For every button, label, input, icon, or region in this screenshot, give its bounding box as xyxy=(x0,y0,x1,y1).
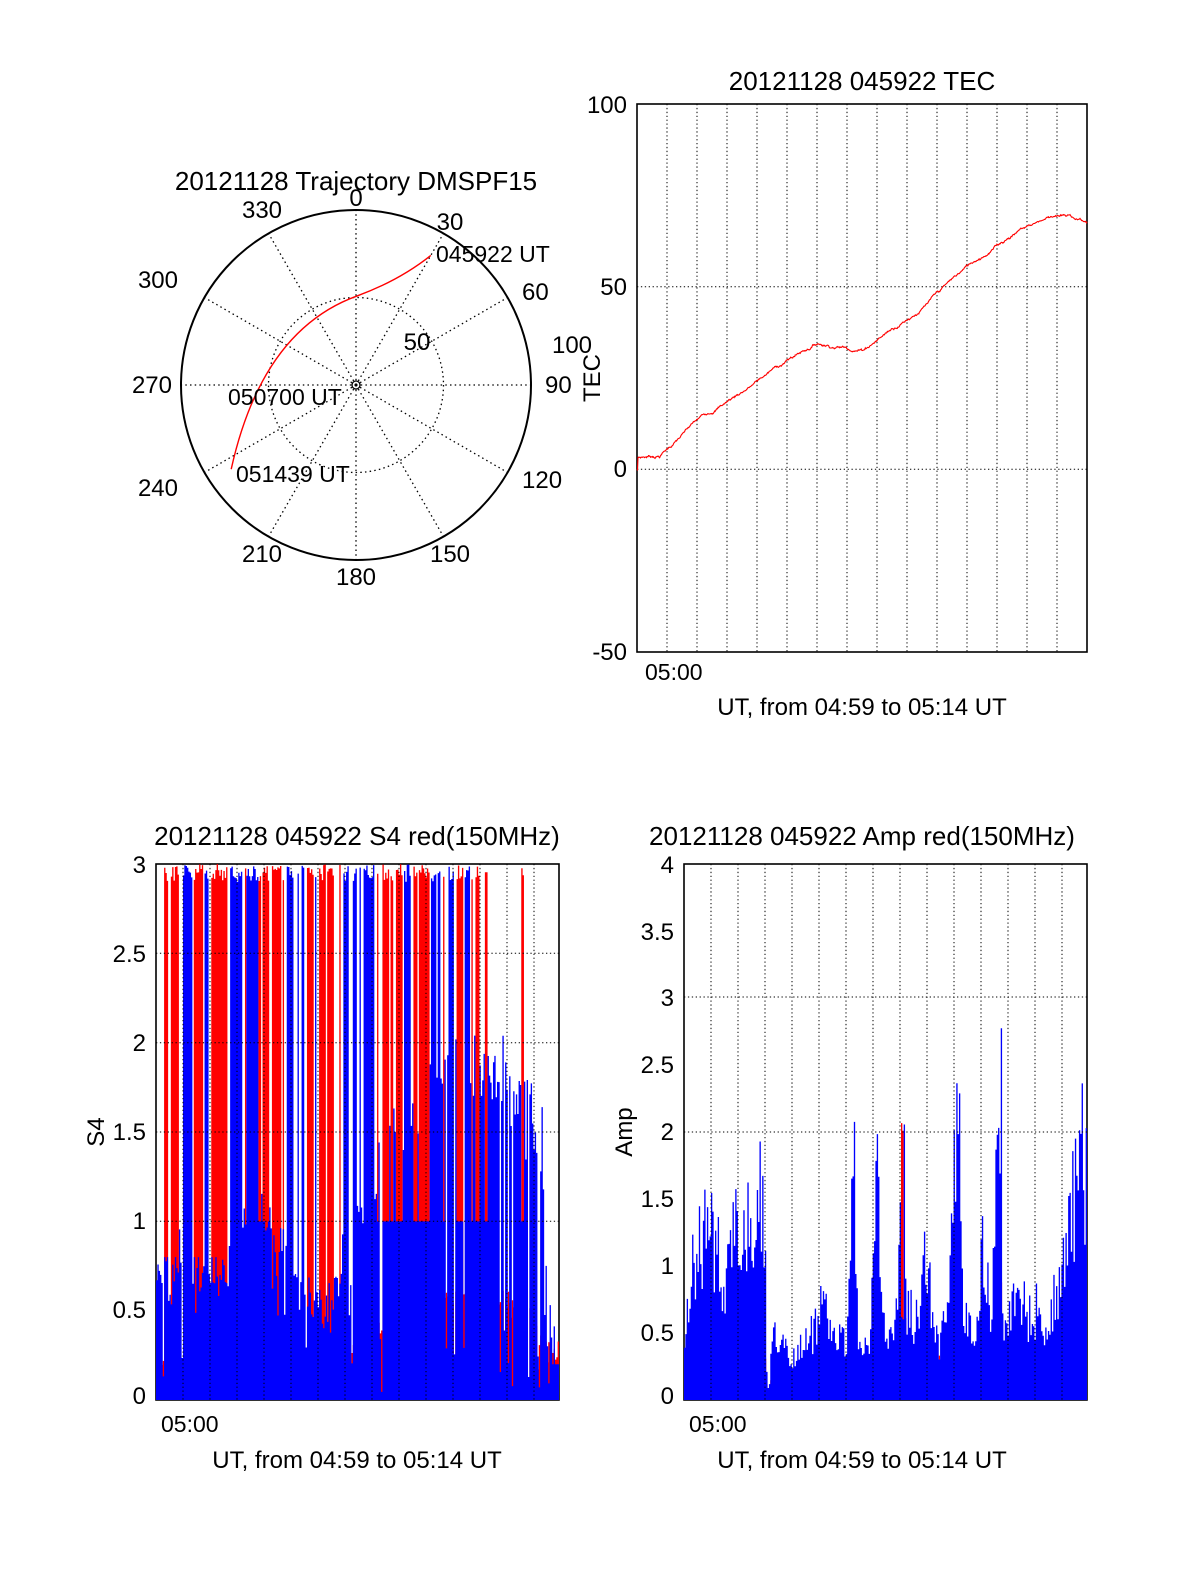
svg-text:60: 60 xyxy=(522,279,549,306)
svg-text:2.5: 2.5 xyxy=(641,1052,674,1079)
svg-text:0: 0 xyxy=(349,185,362,212)
svg-text:S4: S4 xyxy=(83,1117,110,1146)
svg-text:20121128 045922 TEC: 20121128 045922 TEC xyxy=(729,66,996,96)
svg-text:-50: -50 xyxy=(592,639,627,666)
svg-text:3: 3 xyxy=(661,985,674,1012)
svg-text:1.5: 1.5 xyxy=(113,1119,146,1146)
svg-text:1: 1 xyxy=(133,1208,146,1235)
svg-text:UT, from 04:59 to 05:14 UT: UT, from 04:59 to 05:14 UT xyxy=(212,1447,502,1474)
svg-text:0: 0 xyxy=(661,1383,674,1410)
svg-text:045922 UT: 045922 UT xyxy=(436,241,550,267)
svg-text:UT, from 04:59 to 05:14 UT: UT, from 04:59 to 05:14 UT xyxy=(717,1447,1007,1474)
svg-text:330: 330 xyxy=(242,197,282,224)
svg-text:2: 2 xyxy=(661,1119,674,1146)
svg-text:150: 150 xyxy=(430,541,470,568)
svg-text:180: 180 xyxy=(336,564,376,591)
svg-text:TEC: TEC xyxy=(579,354,606,402)
svg-text:UT, from 04:59 to 05:14 UT: UT, from 04:59 to 05:14 UT xyxy=(717,694,1007,721)
svg-text:210: 210 xyxy=(242,541,282,568)
svg-text:3: 3 xyxy=(133,852,146,879)
svg-text:0: 0 xyxy=(614,456,627,483)
svg-text:05:00: 05:00 xyxy=(689,1411,747,1437)
svg-text:300: 300 xyxy=(138,267,178,294)
svg-text:2: 2 xyxy=(133,1030,146,1057)
svg-text:0.5: 0.5 xyxy=(113,1297,146,1324)
svg-text:20121128 045922 Amp red(150MHz: 20121128 045922 Amp red(150MHz) xyxy=(649,821,1075,851)
svg-text:50: 50 xyxy=(404,329,431,356)
svg-text:0: 0 xyxy=(133,1383,146,1410)
svg-text:90: 90 xyxy=(545,372,572,399)
svg-text:50: 50 xyxy=(600,274,627,301)
svg-text:1: 1 xyxy=(661,1253,674,1280)
svg-text:05:00: 05:00 xyxy=(161,1411,219,1437)
svg-text:30: 30 xyxy=(437,209,464,236)
svg-text:240: 240 xyxy=(138,475,178,502)
svg-text:050700 UT: 050700 UT xyxy=(228,384,342,410)
svg-text:100: 100 xyxy=(587,92,627,119)
svg-text:3.5: 3.5 xyxy=(641,919,674,946)
svg-text:4: 4 xyxy=(661,852,674,879)
svg-text:05:00: 05:00 xyxy=(645,659,703,685)
svg-text:20121128 045922 S4 red(150MHz): 20121128 045922 S4 red(150MHz) xyxy=(154,821,560,851)
svg-text:2.5: 2.5 xyxy=(113,941,146,968)
svg-text:120: 120 xyxy=(522,467,562,494)
svg-text:270: 270 xyxy=(132,372,172,399)
svg-text:1.5: 1.5 xyxy=(641,1186,674,1213)
svg-text:Amp: Amp xyxy=(611,1107,638,1156)
svg-text:051439 UT: 051439 UT xyxy=(236,461,350,487)
svg-text:0.5: 0.5 xyxy=(641,1320,674,1347)
